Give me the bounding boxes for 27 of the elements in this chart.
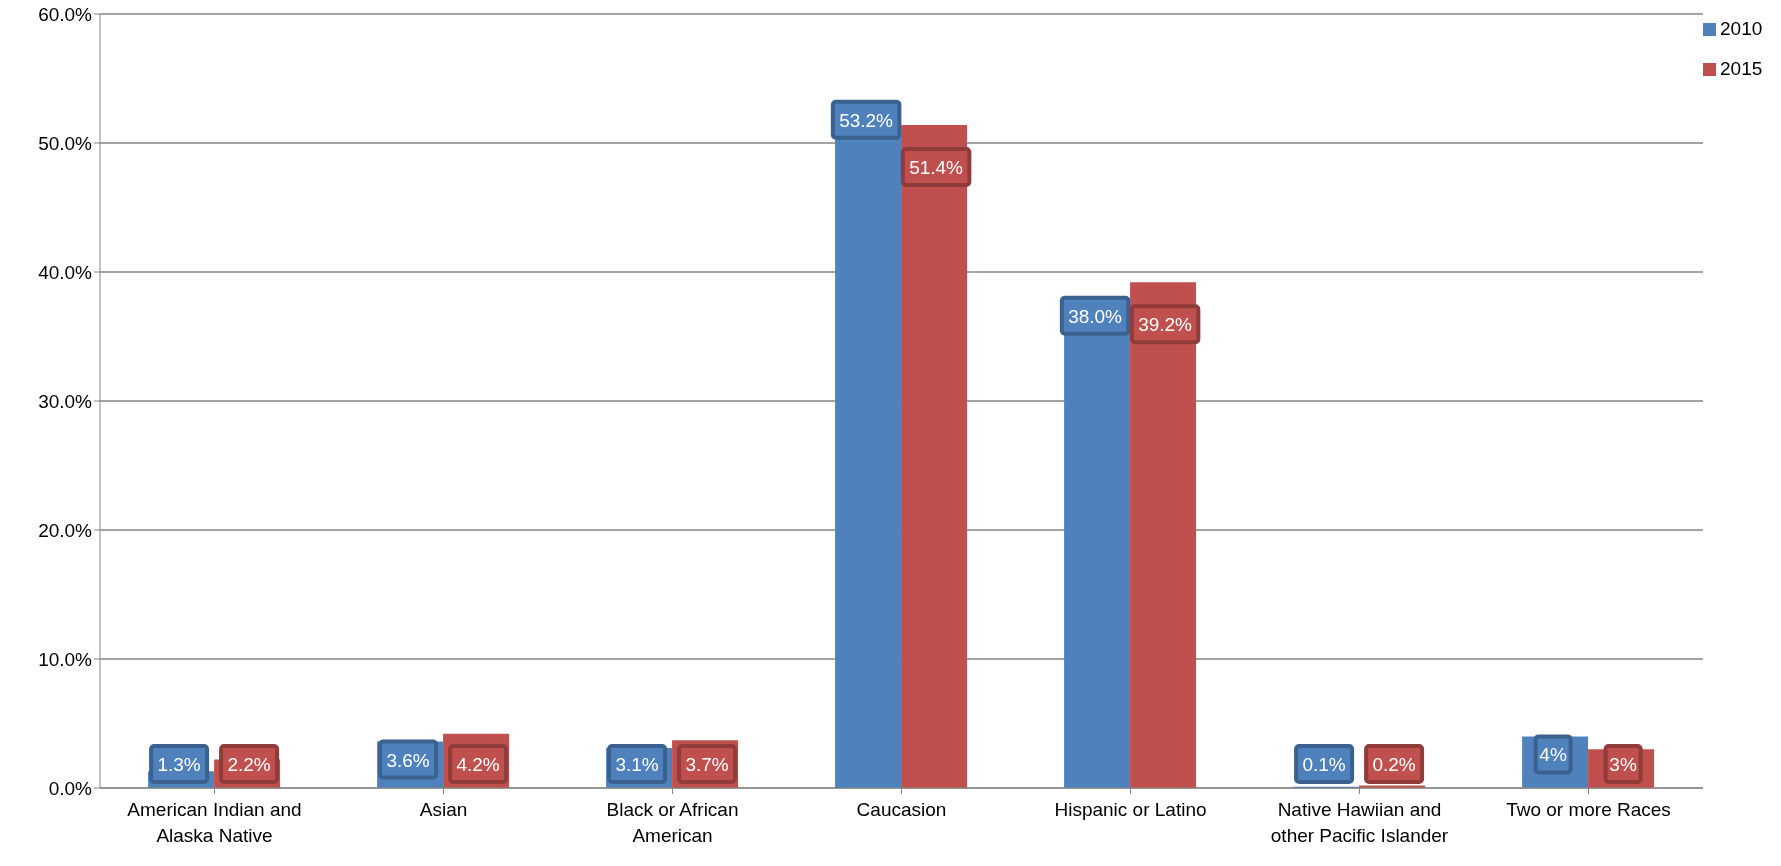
data-label: 1.3% [157,754,201,775]
y-tick-label: 40.0% [38,261,93,283]
legend-label: 2010 [1720,18,1763,40]
x-tick-label: Black or African American [606,799,739,846]
data-label: 53.2% [839,109,894,131]
y-tick-label: 50.0% [38,132,93,154]
data-label: 3.6% [386,749,430,771]
y-tick-label: 60.0% [38,3,93,25]
data-label: 0.1% [1302,754,1346,775]
y-tick-label: 0.0% [48,777,93,799]
y-tick-label: 10.0% [38,648,93,670]
legend-label: 2015 [1720,58,1763,80]
x-tick-label: Caucasion [856,799,947,820]
data-label: 38.0% [1068,305,1123,327]
data-label: 51.4% [909,156,964,178]
data-label: 4% [1539,744,1567,766]
x-tick-label: Native Hawiian and other Pacific Islander [1270,799,1449,846]
data-label: 4.2% [456,754,500,775]
data-label: 39.2% [1138,314,1193,336]
x-tick-label: Hispanic or Latino [1054,799,1207,820]
data-label: 0.2% [1372,754,1416,775]
data-label: 3.7% [685,754,729,775]
x-tick-label: Two or more Races [1506,799,1671,820]
x-tick-label: Asian [419,799,468,820]
x-tick-label: American Indian and Alaska Native [127,799,302,846]
y-tick-label: 20.0% [38,519,93,541]
y-tick-label: 30.0% [38,390,93,412]
